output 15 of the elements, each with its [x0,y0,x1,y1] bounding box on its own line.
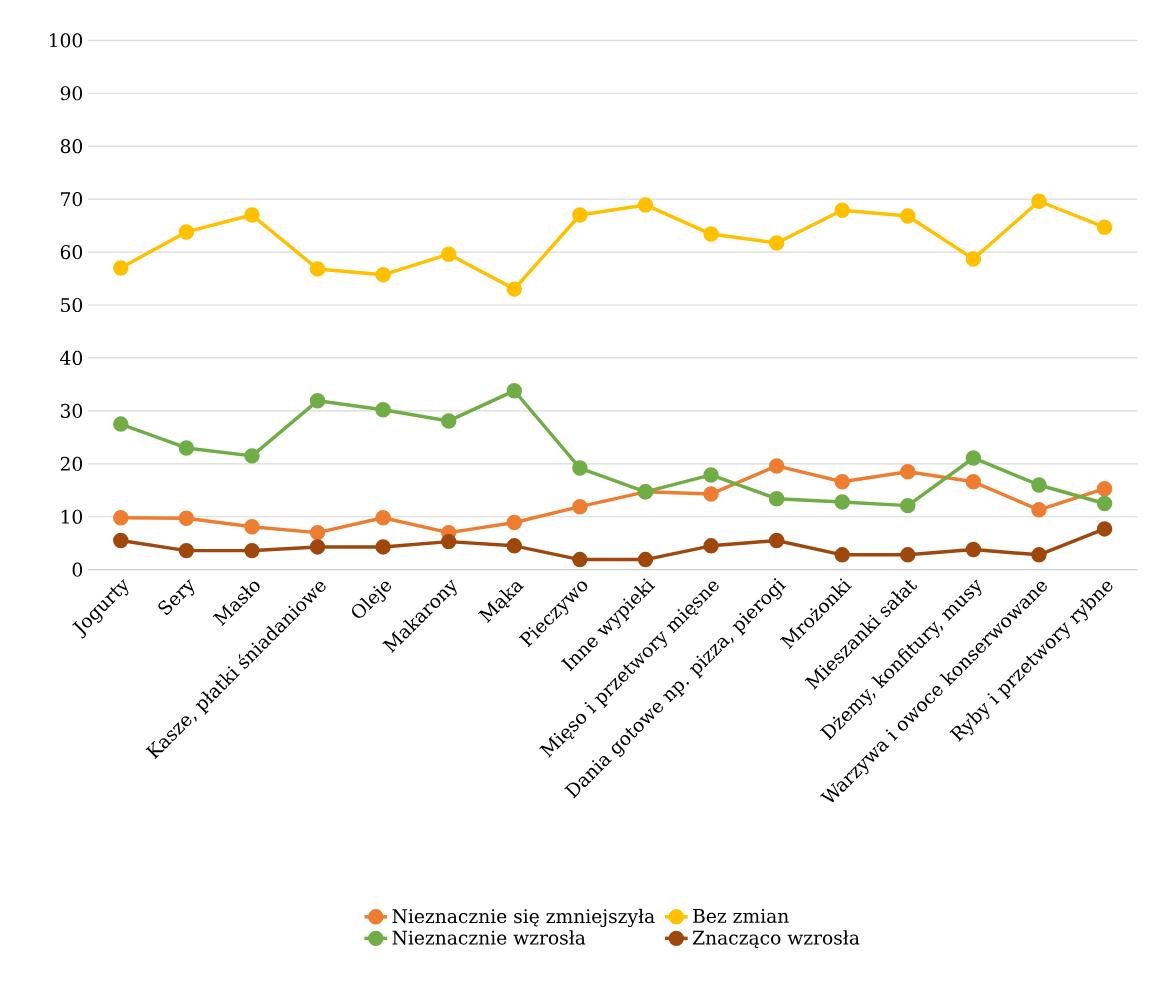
y-tick-label: 0 [72,562,83,577]
legend-label: Nieznacznie wzrosła [392,930,586,945]
y-tick-label: 20 [60,456,83,471]
y-tick-label: 100 [49,33,83,48]
y-tick-label: 30 [60,403,83,418]
y-tick-label: 90 [60,86,83,101]
y-tick-label: 60 [60,244,83,260]
y-tick-label: 70 [61,192,83,207]
y-tick-label: 10 [61,509,83,524]
y-tick-label: 80 [60,139,83,154]
legend-label: Nieznacznie się zmniejszyła [392,908,655,928]
legend-label: Znacząco wzrosła [692,930,860,949]
y-tick-label: 50 [61,297,83,313]
legend-label: Bez zmian [693,908,789,923]
y-tick-label: 40 [60,350,83,365]
